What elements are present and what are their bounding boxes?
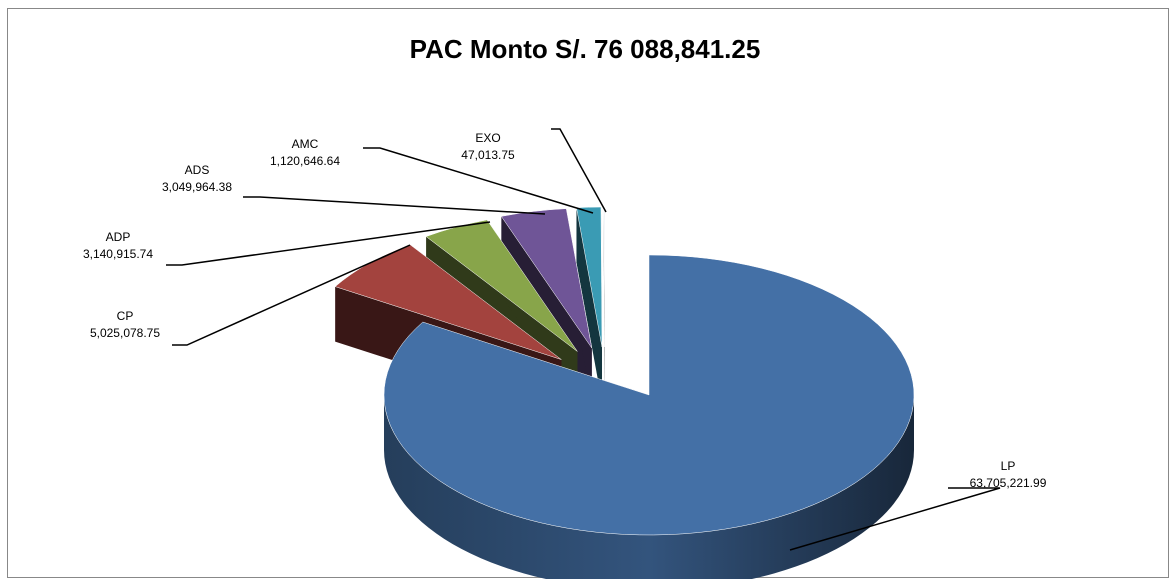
slice-label-value: 5,025,078.75	[90, 326, 160, 340]
leader-line	[243, 196, 546, 215]
slice-label-category: LP	[1001, 459, 1016, 473]
leader-line	[551, 128, 607, 213]
slice	[500, 208, 593, 349]
labels: LP 63,705,221.99 CP 5,025,078.75 ADP 3,140,91…	[83, 128, 1047, 551]
chart-title: PAC Monto S/. 76 088,841.25	[410, 34, 761, 64]
leader-line	[789, 487, 1001, 551]
slice-label-category: EXO	[475, 131, 500, 145]
pie	[334, 206, 915, 579]
leader-line	[172, 244, 411, 346]
slice-label-value: 3,049,964.38	[162, 180, 232, 194]
leader-line	[166, 221, 491, 266]
slice-label-value: 47,013.75	[461, 148, 515, 162]
slice	[383, 254, 915, 536]
slice-label-value: 63,705,221.99	[970, 476, 1047, 490]
slice-label-value: 3,140,915.74	[83, 247, 153, 261]
slice-label-value: 1,120,646.64	[270, 154, 340, 168]
slice-wall	[384, 395, 914, 579]
slice-label-category: AMC	[292, 137, 319, 151]
slice-side-face	[576, 207, 602, 403]
leader-line	[363, 147, 594, 214]
slice-label-category: CP	[117, 309, 134, 323]
slice-label-category: ADS	[185, 163, 210, 177]
slice-label-category: ADP	[106, 230, 131, 244]
